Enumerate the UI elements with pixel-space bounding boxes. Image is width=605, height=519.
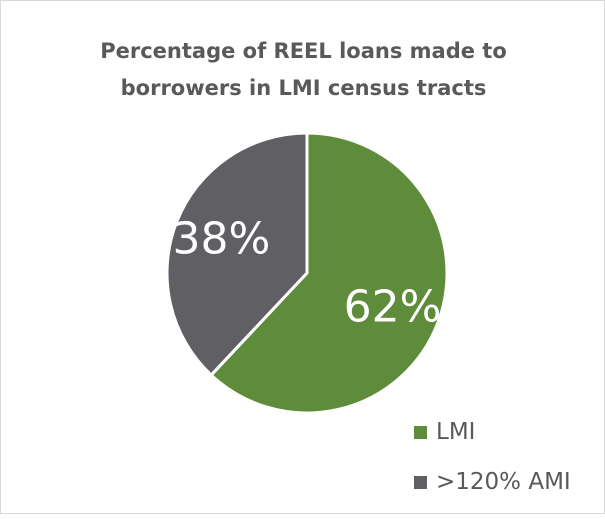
chart-title-line-2: borrowers in LMI census tracts: [120, 76, 487, 100]
pie-slice-lmi: [209, 131, 449, 415]
chart-title: Percentage of REEL loans made to borrowe…: [1, 33, 605, 107]
legend-swatch-lmi: [414, 425, 427, 439]
data-label-120-ami: 38%: [173, 214, 271, 265]
chart-legend: LMI >120% AMI: [414, 419, 571, 519]
pie-slice-120-ami: [165, 131, 309, 377]
data-label-lmi: 62%: [344, 281, 442, 332]
chart-title-line-1: Percentage of REEL loans made to: [100, 39, 507, 63]
legend-swatch-above-120-ami: [414, 475, 427, 489]
legend-label-above-120-ami: >120% AMI: [436, 469, 571, 495]
legend-item-above-120-ami: >120% AMI: [414, 469, 571, 495]
legend-item-lmi: LMI: [414, 419, 571, 445]
legend-label-lmi: LMI: [436, 419, 476, 445]
